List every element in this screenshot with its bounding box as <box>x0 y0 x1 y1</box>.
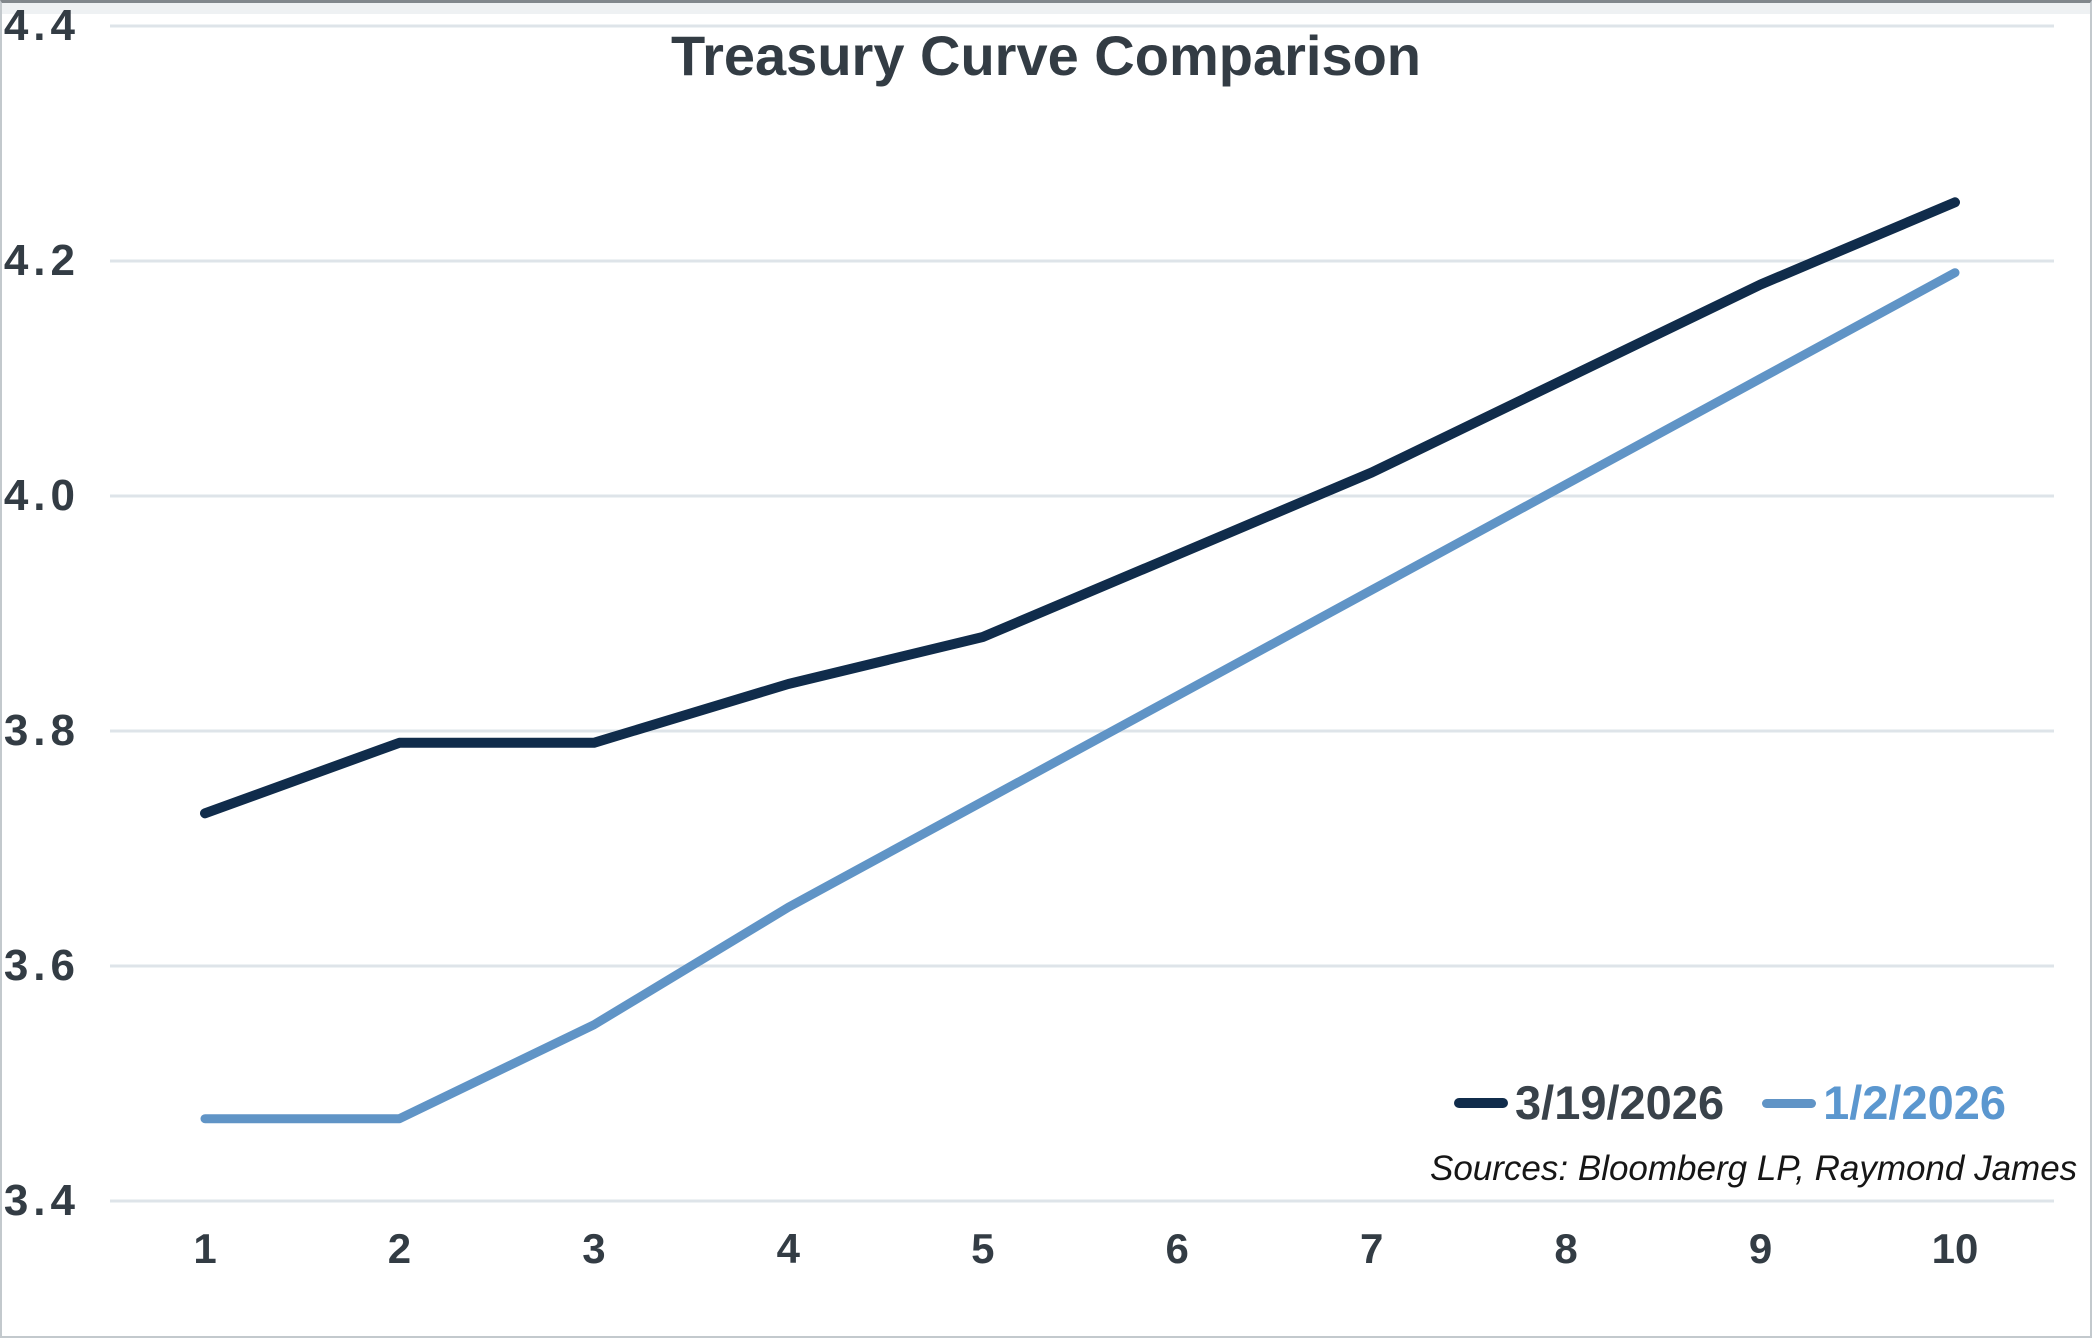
chart-title: Treasury Curve Comparison <box>670 24 1422 87</box>
legend-line-swatch-dark <box>1454 1098 1508 1108</box>
y-tick-label: 3.4 <box>3 1176 80 1225</box>
x-tick-label: 10 <box>1931 1225 1979 1272</box>
legend: 3/19/2026 1/2/2026 <box>1454 1071 2006 1135</box>
x-tick-label: 8 <box>1554 1225 1578 1272</box>
legend-item-series-2: 1/2/2026 <box>1762 1071 2006 1135</box>
x-tick-label: 7 <box>1359 1225 1384 1272</box>
x-tick-label: 2 <box>387 1225 412 1272</box>
y-tick-label: 3.8 <box>3 706 80 755</box>
legend-label: 1/2/2026 <box>1823 1076 2007 1129</box>
source-note: Sources: Bloomberg LP, Raymond James <box>1430 1149 2078 1188</box>
x-tick-label: 1 <box>193 1225 217 1272</box>
legend-item-series-1: 3/19/2026 <box>1454 1071 1724 1135</box>
y-tick-label: 4.4 <box>3 1 80 50</box>
series-line-1-2-2026 <box>200 268 1960 1124</box>
x-tick-label: 6 <box>1165 1225 1189 1272</box>
plot-area <box>110 24 2054 1203</box>
x-tick-label: 9 <box>1748 1225 1773 1272</box>
x-tick-label: 5 <box>971 1225 995 1272</box>
series-line-3-19-2026 <box>200 197 1960 819</box>
x-tick-label: 3 <box>582 1225 606 1272</box>
x-tick-label: 4 <box>776 1225 800 1272</box>
y-tick-label: 4.0 <box>3 471 80 520</box>
window-edge <box>2 3 2090 14</box>
y-tick-label: 4.2 <box>3 236 80 285</box>
y-tick-label: 3.6 <box>3 941 80 990</box>
legend-label: 3/19/2026 <box>1515 1076 1725 1129</box>
legend-line-swatch-blue <box>1762 1098 1817 1108</box>
